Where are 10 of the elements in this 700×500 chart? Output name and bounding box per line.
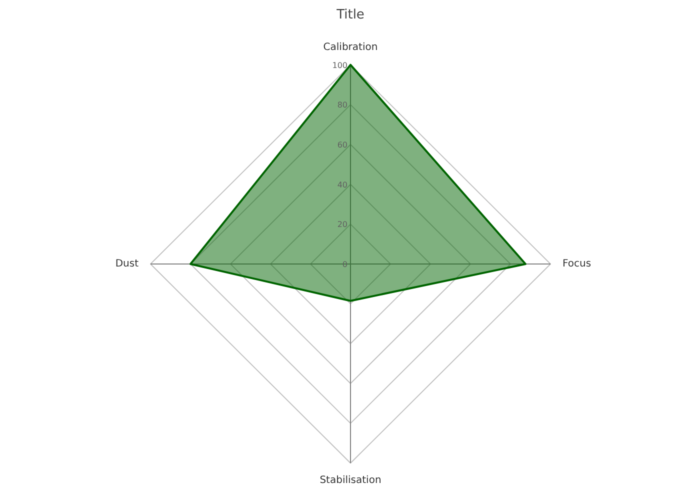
chart-title: Title bbox=[336, 8, 364, 22]
spoke-label: Stabilisation bbox=[320, 475, 382, 486]
y-tick-label: 100 bbox=[332, 60, 348, 70]
y-tick-label: 40 bbox=[337, 180, 348, 190]
spoke-label: Dust bbox=[115, 258, 139, 270]
y-tick-label: 80 bbox=[337, 100, 348, 110]
spoke-label: Calibration bbox=[323, 42, 378, 53]
y-tick-label: 20 bbox=[337, 220, 348, 230]
spoke-label: Focus bbox=[562, 258, 592, 270]
y-tick-label: 60 bbox=[337, 140, 348, 150]
